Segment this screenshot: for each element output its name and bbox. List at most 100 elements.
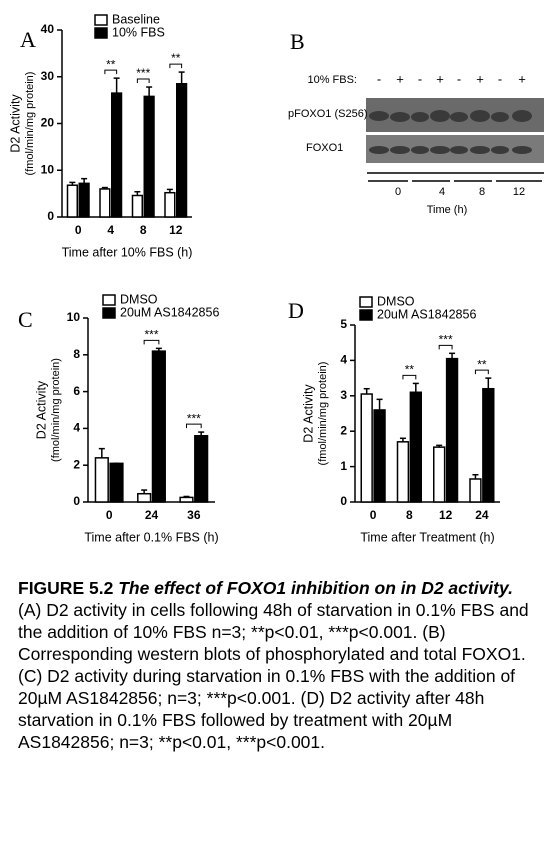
- bar: [111, 92, 123, 218]
- significance-label: ***: [136, 66, 150, 80]
- treatment-sign: -: [498, 71, 502, 86]
- bar: [131, 194, 143, 218]
- significance-bracket: [136, 78, 150, 84]
- legend-label: 20uM AS1842856: [120, 305, 219, 319]
- caption-label: FIGURE 5.2: [18, 578, 114, 598]
- legend-label: DMSO: [120, 292, 158, 306]
- y-axis-label: (fmol/min/mg protein): [50, 358, 62, 462]
- significance-bracket: [438, 344, 453, 350]
- significance-bracket: [143, 339, 160, 345]
- caption-text: (A) D2 activity in cells following 48h o…: [18, 600, 529, 752]
- y-tick-label: 4: [340, 353, 347, 367]
- significance-bracket: [169, 63, 183, 69]
- y-tick-label: 5: [340, 317, 347, 331]
- significance-label: **: [405, 363, 415, 377]
- bar: [179, 496, 194, 503]
- bar: [409, 391, 422, 503]
- x-tick-label: 0: [106, 508, 113, 522]
- y-axis-label: (fmol/min/mg protein): [24, 72, 36, 176]
- treatment-label: 10% FBS:: [307, 74, 357, 86]
- bar: [433, 446, 446, 503]
- y-tick-label: 0: [340, 494, 347, 508]
- legend-label: Baseline: [112, 12, 160, 26]
- y-axis-label: D2 Activity: [34, 380, 48, 439]
- legend-swatch: [102, 307, 116, 319]
- x-tick-label: 0: [370, 508, 377, 522]
- treatment-sign: +: [518, 71, 526, 86]
- y-tick-label: 1: [340, 459, 347, 473]
- time-axis-label: Time (h): [427, 204, 468, 216]
- time-label: 0: [395, 186, 401, 198]
- significance-bracket: [185, 423, 202, 429]
- bar: [445, 357, 459, 503]
- bar: [66, 184, 78, 218]
- legend-swatch: [359, 296, 373, 308]
- blot-row-label: pFOXO1 (S256): [288, 108, 367, 120]
- bar: [194, 435, 209, 503]
- time-label: 4: [439, 186, 445, 198]
- panel-label: C: [18, 307, 33, 332]
- time-label: 12: [513, 186, 525, 198]
- bar: [164, 191, 176, 218]
- treatment-sign: +: [476, 71, 484, 86]
- bar: [360, 393, 373, 503]
- x-tick-label: 12: [169, 223, 183, 237]
- legend-swatch: [102, 294, 116, 306]
- x-tick-label: 12: [439, 508, 453, 522]
- bar: [176, 83, 188, 218]
- legend-label: DMSO: [377, 294, 415, 308]
- y-tick-label: 10: [41, 162, 55, 176]
- treatment-sign: +: [396, 71, 404, 86]
- western-blot: [366, 98, 544, 182]
- y-tick-label: 6: [73, 384, 80, 398]
- y-tick-label: 0: [73, 494, 80, 508]
- legend-label: 10% FBS: [112, 25, 165, 39]
- treatment-sign: +: [436, 71, 444, 86]
- y-tick-label: 30: [41, 69, 55, 83]
- y-tick-label: 3: [340, 388, 347, 402]
- x-tick-label: 8: [140, 223, 147, 237]
- treatment-sign: -: [377, 71, 381, 86]
- bar: [143, 95, 155, 218]
- treatment-sign: -: [418, 71, 422, 86]
- significance-bracket: [402, 374, 417, 380]
- bar: [94, 457, 109, 503]
- x-axis-label: Time after Treatment (h): [360, 530, 494, 544]
- time-label: 8: [479, 186, 485, 198]
- y-axis-label: (fmol/min/mg protein): [317, 362, 329, 466]
- x-tick-label: 24: [145, 508, 159, 522]
- x-tick-label: 36: [187, 508, 201, 522]
- panel-label: B: [290, 29, 305, 54]
- y-tick-label: 2: [340, 423, 347, 437]
- bar: [396, 441, 410, 503]
- y-tick-label: 2: [73, 457, 80, 471]
- lane-lines: [367, 172, 544, 182]
- caption: FIGURE 5.2 The effect of FOXO1 inhibitio…: [18, 577, 533, 753]
- significance-label: **: [171, 51, 181, 65]
- significance-label: ***: [144, 328, 158, 342]
- legend-swatch: [94, 14, 108, 26]
- significance-label: **: [106, 57, 116, 71]
- bar: [469, 478, 482, 503]
- bar: [137, 492, 152, 503]
- y-axis-label: D2 Activity: [8, 94, 22, 153]
- significance-bracket: [104, 69, 118, 75]
- significance-label: ***: [187, 411, 201, 425]
- y-tick-label: 10: [67, 310, 81, 324]
- bar: [151, 350, 166, 503]
- legend-label: 20uM AS1842856: [377, 307, 476, 321]
- x-tick-label: 24: [475, 508, 489, 522]
- x-axis-label: Time after 10% FBS (h): [62, 245, 193, 259]
- bar: [373, 409, 386, 503]
- x-axis-label: Time after 0.1% FBS (h): [84, 530, 218, 544]
- y-tick-label: 8: [73, 347, 80, 361]
- x-tick-label: 4: [107, 223, 114, 237]
- y-tick-label: 0: [47, 209, 54, 223]
- bar: [78, 182, 90, 218]
- significance-label: **: [477, 357, 487, 371]
- bar: [99, 188, 111, 218]
- legend-swatch: [359, 309, 373, 321]
- y-tick-label: 40: [41, 22, 55, 36]
